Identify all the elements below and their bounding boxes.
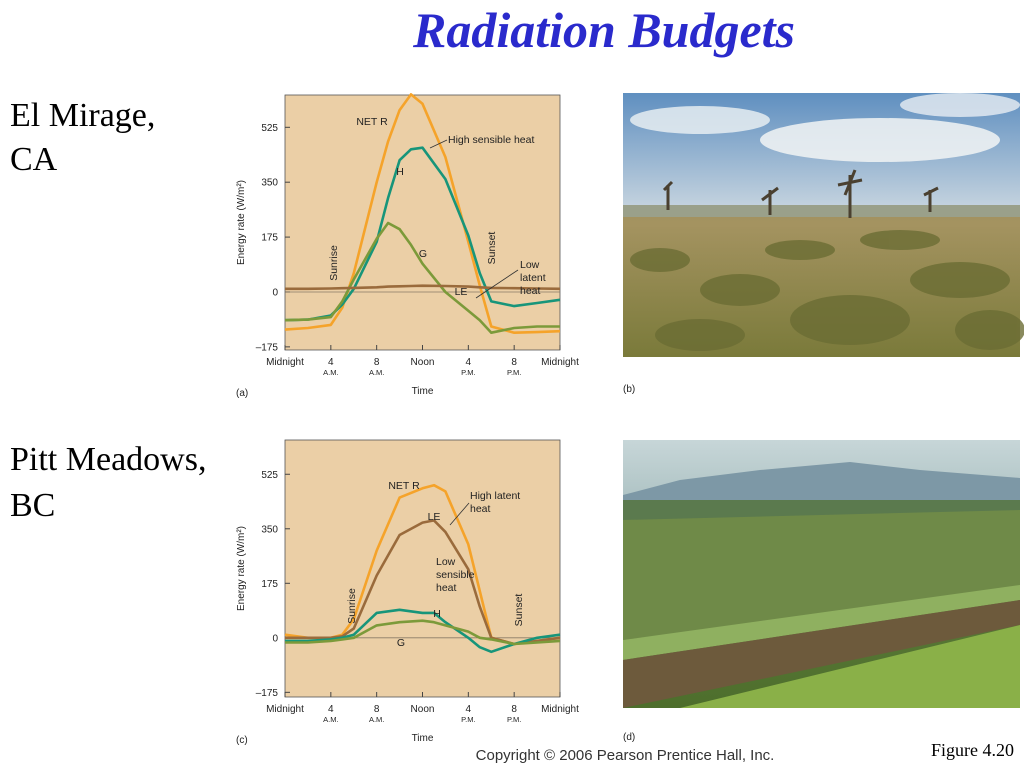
panel-label: (a) <box>236 388 248 399</box>
annotation: Low <box>520 259 540 271</box>
series-line <box>284 221 560 334</box>
annotation: LE <box>455 286 468 298</box>
annotation: NET R <box>356 116 388 128</box>
leader-line <box>475 269 519 299</box>
site-label: BC <box>10 487 55 524</box>
y-tick-label: 525 <box>261 470 278 481</box>
x-tick-sublabel: A.M. <box>369 368 384 377</box>
x-tick-label: Midnight <box>266 704 304 715</box>
x-tick-label: 4 <box>328 704 334 715</box>
x-axis-label: Time <box>412 386 434 397</box>
x-tick-label: Noon <box>411 704 435 715</box>
panel-label: (b) <box>623 384 635 395</box>
x-tick-label: 8 <box>374 357 380 368</box>
y-axis-label: Energy rate (W/m²) <box>236 180 247 265</box>
y-tick-label: 525 <box>261 123 278 134</box>
x-tick-label: Midnight <box>541 357 579 368</box>
x-tick-label: Midnight <box>266 357 304 368</box>
x-axis-label: Time <box>412 733 434 744</box>
annotation: Sunset <box>513 594 525 627</box>
y-axis-label: Energy rate (W/m²) <box>236 526 247 611</box>
annotation: Sunrise <box>328 245 340 281</box>
x-tick-label: Noon <box>411 357 435 368</box>
x-tick-label: 8 <box>374 704 380 715</box>
annotation: latent <box>520 272 546 284</box>
plot-area <box>284 94 561 351</box>
series-line <box>285 619 561 646</box>
annotation: High sensible heat <box>448 134 534 146</box>
series-line <box>284 93 561 334</box>
annotation: G <box>419 248 427 260</box>
y-tick-label: 350 <box>261 178 278 189</box>
series-line <box>285 608 561 654</box>
annotation: High latent <box>470 490 520 502</box>
annotation: H <box>433 608 441 620</box>
y-tick-label: 175 <box>261 579 278 590</box>
x-tick-sublabel: P.M. <box>507 715 521 724</box>
y-tick-label: 0 <box>272 633 278 644</box>
y-tick-label: –175 <box>256 342 279 353</box>
x-tick-sublabel: A.M. <box>369 715 384 724</box>
y-tick-label: –175 <box>256 688 279 699</box>
annotation: sensible <box>436 569 475 581</box>
y-tick-label: 175 <box>261 233 278 244</box>
x-tick-sublabel: P.M. <box>461 715 475 724</box>
annotation: NET R <box>388 480 420 492</box>
annotation: G <box>397 637 405 649</box>
annotation: Sunrise <box>346 588 358 624</box>
x-tick-label: 4 <box>466 357 472 368</box>
annotation: heat <box>436 582 457 594</box>
site-label: Pitt Meadows, <box>10 441 206 478</box>
x-tick-label: 8 <box>511 704 517 715</box>
x-tick-sublabel: P.M. <box>507 368 521 377</box>
x-tick-sublabel: P.M. <box>461 368 475 377</box>
annotation: H <box>396 166 404 178</box>
plot-area <box>284 439 561 698</box>
annotation: heat <box>520 285 541 297</box>
leader-line <box>449 502 470 526</box>
annotation: Low <box>436 556 456 568</box>
x-tick-label: Midnight <box>541 704 579 715</box>
site-label: El Mirage, <box>10 97 155 134</box>
annotation: heat <box>470 503 491 515</box>
copyright: Copyright © 2006 Pearson Prentice Hall, … <box>476 747 775 764</box>
panel-label: (c) <box>236 735 248 746</box>
x-tick-label: 4 <box>466 704 472 715</box>
annotation: Sunset <box>486 232 498 265</box>
y-tick-label: 350 <box>261 524 278 535</box>
photo-orchard <box>623 440 1020 708</box>
site-label: CA <box>10 141 58 178</box>
leader-line <box>429 139 448 149</box>
photo-desert <box>623 93 1024 357</box>
x-tick-label: 8 <box>511 357 517 368</box>
slide-title: Radiation Budgets <box>412 2 795 58</box>
figure-label: Figure 4.20 <box>931 740 1014 760</box>
x-tick-label: 4 <box>328 357 334 368</box>
series-line <box>285 284 561 291</box>
y-tick-label: 0 <box>272 287 278 298</box>
annotation: LE <box>428 511 441 523</box>
x-tick-sublabel: A.M. <box>323 715 338 724</box>
panel-label: (d) <box>623 732 635 743</box>
x-tick-sublabel: A.M. <box>323 368 338 377</box>
